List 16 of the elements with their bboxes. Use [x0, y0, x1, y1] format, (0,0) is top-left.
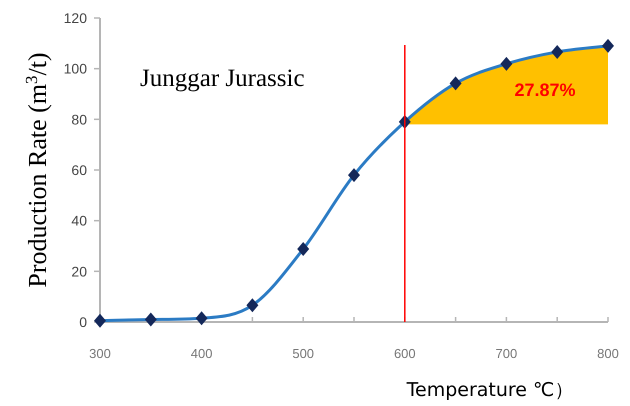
- x-axis-title: Temperature ℃）: [406, 379, 574, 401]
- x-tick-label: 300: [89, 346, 111, 361]
- y-tick-label: 20: [71, 263, 88, 280]
- x-tick-label: 500: [292, 346, 314, 361]
- x-tick-label: 600: [394, 346, 416, 361]
- y-tick-label: 60: [71, 162, 88, 178]
- x-tick-label: 700: [496, 346, 518, 361]
- y-tick-label: 120: [64, 10, 88, 26]
- x-tick-label: 800: [597, 346, 619, 361]
- y-tick-label: 80: [71, 111, 88, 128]
- y-tick-label: 40: [71, 212, 88, 229]
- x-tick-label: 400: [190, 346, 212, 361]
- annotation: 27.87%: [514, 80, 576, 100]
- annotation: Junggar Jurassic: [140, 65, 305, 92]
- y-tick-label: 100: [64, 60, 88, 77]
- y-tick-label: 0: [79, 314, 88, 330]
